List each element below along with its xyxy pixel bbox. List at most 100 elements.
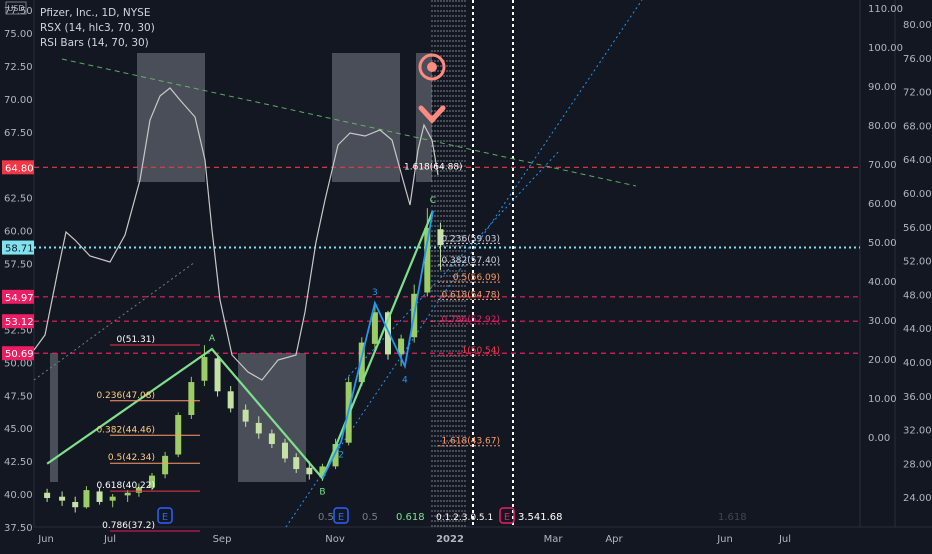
rsx-axis-tick: 70.00 — [868, 160, 897, 171]
time-axis-label: Jun — [716, 534, 733, 545]
price-label-badge — [2, 314, 34, 329]
rsx-zone-5 — [50, 353, 58, 482]
bottom-fib-label: 3.541.68 — [518, 512, 563, 523]
rsx-axis-tick: 40.00 — [868, 277, 897, 288]
candle-body — [358, 342, 365, 383]
price-label-badge — [2, 160, 34, 175]
price-axis-tick: 44.00 — [903, 324, 932, 335]
candle-body — [188, 382, 195, 416]
left-axis-tick: 72.50 — [4, 62, 33, 73]
candle-body — [227, 391, 234, 409]
rsx-axis-tick: 30.00 — [868, 316, 897, 327]
candle-body — [44, 492, 51, 499]
candle-body — [424, 227, 431, 293]
time-axis-label: Nov — [325, 534, 345, 545]
earnings-icon-letter: E — [162, 512, 168, 523]
fib1-level-label: 0.236(47.08) — [96, 391, 155, 401]
left-axis-tick: 62.50 — [4, 194, 33, 205]
wave_sub-line — [321, 210, 434, 479]
left-axis-tick: 40.00 — [4, 490, 33, 501]
left-axis-tick: 60.00 — [4, 227, 33, 238]
rsx-axis-tick: 100.00 — [868, 43, 903, 54]
candle-body — [72, 501, 79, 508]
eye-pupil-icon — [427, 62, 437, 72]
price-axis-tick: 32.00 — [903, 426, 932, 437]
bottom-fib-label: 1.618 — [718, 512, 747, 523]
candle-body — [255, 422, 262, 434]
currency-tag — [5, 1, 27, 15]
candle-body — [162, 455, 169, 475]
earnings-icon — [333, 507, 349, 524]
left-axis-tick: 47.50 — [4, 391, 33, 402]
symbol-title[interactable]: Pfizer, Inc., 1D, NYSE — [40, 7, 151, 19]
rsx-zone-3 — [416, 53, 432, 182]
price-label-badge — [2, 240, 34, 255]
time-axis-label: 2022 — [436, 534, 464, 545]
rsx-zone-2 — [332, 53, 400, 182]
wave_main-line — [46, 210, 434, 481]
rsx-axis-tick: 20.00 — [868, 355, 897, 366]
time-axis-label: Jul — [778, 534, 791, 545]
fib2-level-label: 0.618(54.78) — [441, 290, 500, 300]
fib2-level-label: 1.618(43.67) — [441, 437, 500, 447]
left-axis-tick: 57.50 — [4, 260, 33, 271]
fib1-level-label: 0.786(37.2) — [102, 521, 155, 531]
candle-body — [306, 467, 313, 475]
wave-label: 2 — [338, 450, 344, 460]
fib2-level-label: 0.5(56.09) — [453, 273, 500, 283]
dotted-channel-line — [285, 0, 643, 528]
price-axis-tick: 64.00 — [903, 155, 932, 166]
left-axis-tick: 42.50 — [4, 457, 33, 468]
fib1-level-label: 0.382(44.46) — [96, 425, 155, 435]
rsx-zone-1 — [137, 53, 205, 182]
earnings-icon — [499, 507, 515, 524]
candle-body — [437, 229, 444, 246]
candle-body — [293, 457, 300, 470]
time-axis-label: Mar — [544, 534, 564, 545]
earnings-icon — [157, 507, 173, 524]
price-axis-tick: 60.00 — [903, 189, 932, 200]
candle-body — [332, 443, 339, 467]
earnings-icon-letter: E — [338, 512, 344, 523]
price-axis-tick: 24.00 — [903, 493, 932, 504]
candle-body — [175, 415, 182, 455]
indicator-rsi-bars-label[interactable]: RSI Bars (14, 70, 30) — [40, 37, 149, 49]
price-axis-tick: 76.00 — [903, 54, 932, 65]
indicator-rsx-label[interactable]: RSX (14, hlc3, 70, 30) — [40, 22, 155, 34]
candle-body — [385, 312, 391, 355]
price-label-text: 50.69 — [5, 349, 34, 360]
candle-body — [135, 487, 142, 493]
left-axis-tick: 50.00 — [4, 358, 33, 369]
left-axis-top-tick: 77.50 — [4, 6, 33, 17]
candle-body — [242, 409, 249, 422]
time-axis-label: Jun — [37, 534, 54, 545]
left-axis-tick: 45.00 — [4, 424, 33, 435]
time-axis-label: Jul — [103, 534, 116, 545]
candle-body — [371, 312, 378, 344]
bottom-fib-label: 0.618 — [396, 512, 425, 523]
rsx-axis-tick: 90.00 — [868, 82, 897, 93]
wave-label: A — [209, 334, 216, 344]
candle-body — [109, 496, 116, 501]
candle-body — [124, 492, 131, 496]
candle-body — [149, 475, 155, 488]
fib2-level-label: 0.236(59.03) — [441, 234, 500, 244]
dashed-trendline — [61, 58, 637, 187]
fib2-level-label: 1(50.54) — [461, 346, 500, 356]
candle-body — [398, 338, 405, 355]
chevron-down-icon — [418, 105, 446, 124]
price-axis-tick: 28.00 — [903, 459, 932, 470]
price-axis-tick: 68.00 — [903, 121, 932, 132]
wave-label: B — [319, 487, 325, 497]
price-axis-tick: 36.00 — [903, 392, 932, 403]
extension-label: 1.618(64.88) — [404, 162, 463, 172]
fib2-level-label: 0.382(57.40) — [441, 256, 500, 266]
time-axis-label: Apr — [605, 534, 623, 545]
candle-body — [214, 358, 221, 392]
price-label-text: 58.71 — [5, 244, 34, 255]
fib2-level-label: 0.786(52.92) — [441, 315, 500, 325]
price-axis-tick: 72.00 — [903, 88, 932, 99]
left-axis-tick: 37.50 — [4, 523, 33, 534]
